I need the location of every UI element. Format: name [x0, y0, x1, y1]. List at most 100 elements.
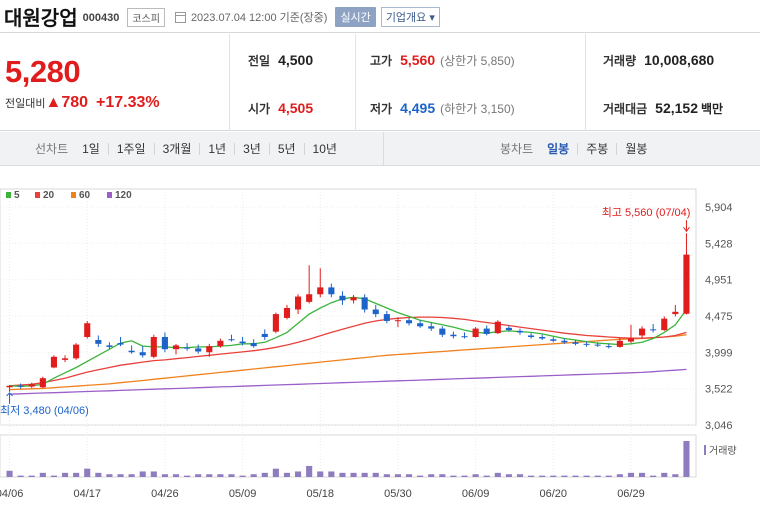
legend-label: 120 — [115, 190, 132, 201]
volume-bar — [494, 472, 501, 477]
high-price: 고가 5,560 (상한가 5,850) — [370, 52, 515, 68]
volume-bar — [73, 472, 80, 477]
x-tick-label: 05/30 — [384, 488, 412, 500]
x-tick-label: 05/18 — [306, 488, 334, 500]
candle-body — [172, 345, 180, 350]
candle-body — [505, 327, 512, 331]
volume-bar — [405, 474, 413, 477]
volume-bar — [306, 465, 313, 477]
volume-bar — [417, 475, 424, 477]
candlestick-chart: 5,904 5,428 4,951 4,475 3,999 3,522 3,046 04/06… — [0, 188, 737, 500]
volume-bar — [295, 471, 302, 477]
y-tick-label: 5,904 — [705, 202, 733, 214]
stock-code: 000430 — [82, 12, 120, 24]
candle-body — [528, 335, 535, 337]
tab-daily[interactable]: 일봉 — [547, 141, 570, 156]
tab-10y[interactable]: 10년 — [303, 142, 345, 155]
volume-bar — [139, 471, 146, 477]
candle-body — [306, 294, 313, 302]
candle-body — [239, 341, 246, 344]
min-price-annotation: 최저 3,480 (04/06) — [0, 404, 89, 417]
candle-chart-title: 봉차트 — [500, 142, 534, 156]
y-tick-label: 4,951 — [705, 275, 733, 287]
volume-bar — [272, 468, 279, 477]
divider — [229, 34, 230, 131]
volume-bar — [672, 474, 679, 477]
candle-body — [516, 330, 524, 333]
candle-body — [383, 314, 390, 321]
x-tick-label: 04/17 — [73, 488, 101, 500]
price-chart[interactable]: 5,904 5,428 4,951 4,475 3,999 3,522 3,046 04/06… — [0, 167, 760, 515]
volume-bar — [528, 475, 535, 477]
volume-bar — [339, 472, 346, 477]
low-price: 저가 4,495 (하한가 3,150) — [370, 100, 515, 116]
candle-body — [550, 339, 557, 341]
candle-body — [428, 326, 435, 329]
candle-body — [283, 307, 291, 318]
volume-bar — [539, 475, 546, 477]
market-badge: 코스피 — [127, 7, 165, 27]
candle-body — [450, 334, 457, 337]
volume-panel-frame — [0, 434, 697, 478]
stock-header: 대원강업 000430 코스피 2023.07.04 12:00 기준(장중) … — [0, 0, 760, 33]
company-name: 대원강업 — [4, 7, 78, 30]
tab-weekly[interactable]: 주봉 — [577, 142, 616, 155]
candle-body — [483, 328, 490, 334]
volume-bar — [583, 475, 590, 477]
line-chart-title: 선차트 — [35, 142, 69, 156]
tab-3m[interactable]: 3개월 — [153, 142, 200, 155]
tab-1y[interactable]: 1년 — [199, 142, 234, 155]
candle-body — [683, 254, 690, 314]
volume-bar — [561, 475, 568, 477]
legend-swatch — [35, 192, 40, 198]
candle-body — [228, 339, 235, 341]
max-price-annotation: 최고 5,560 (07/04) — [602, 206, 691, 219]
candle-body — [372, 309, 379, 315]
candle-body — [84, 323, 91, 337]
volume-bar — [639, 472, 646, 477]
volume-bar — [172, 474, 180, 477]
open-price: 시가 4,505 — [248, 100, 314, 116]
realtime-button[interactable]: 실시간 — [335, 7, 376, 27]
volume-bar — [39, 472, 46, 477]
volume-bar — [383, 474, 390, 477]
x-tick-label: 06/09 — [462, 488, 490, 500]
candle-body — [161, 336, 168, 350]
volume-bar — [128, 474, 135, 477]
volume-bar — [594, 475, 601, 477]
candle-body — [461, 336, 468, 338]
calendar-icon — [174, 11, 186, 23]
volume-bar — [261, 472, 268, 477]
current-price: 5,280 — [5, 54, 81, 89]
volume-bar — [117, 474, 124, 477]
candle-body — [405, 320, 413, 324]
volume-bar — [461, 475, 468, 477]
legend-label: 5 — [14, 190, 20, 201]
change-label: 전일대비 — [5, 98, 46, 110]
volume-bar — [605, 475, 612, 477]
volume-bar — [661, 472, 668, 477]
volume-bar — [505, 474, 512, 477]
candle-body — [128, 350, 135, 353]
volume-bar — [550, 475, 557, 477]
tab-monthly[interactable]: 월봉 — [616, 142, 655, 155]
x-tick-label: 04/06 — [0, 488, 23, 500]
tab-5y[interactable]: 5년 — [268, 142, 304, 155]
company-overview-button[interactable]: 기업개요 ▾ — [380, 7, 440, 27]
trade-amount: 거래대금 52,152 백만 — [603, 100, 724, 116]
volume-bar — [317, 471, 324, 477]
candle-body — [95, 340, 102, 344]
volume-bar — [161, 474, 168, 477]
candle-body — [561, 340, 568, 343]
tab-1d[interactable]: 1일 — [82, 141, 100, 156]
candle-body — [572, 342, 579, 344]
tab-3y[interactable]: 3년 — [234, 142, 269, 155]
candle-body — [661, 318, 668, 331]
volume-bar — [184, 475, 191, 477]
volume-bar — [616, 474, 623, 477]
volume-bar — [372, 472, 379, 477]
volume-bar — [150, 471, 157, 477]
volume-bar — [228, 474, 235, 477]
tab-1w[interactable]: 1주일 — [107, 142, 154, 155]
price-panel-frame — [0, 188, 697, 426]
